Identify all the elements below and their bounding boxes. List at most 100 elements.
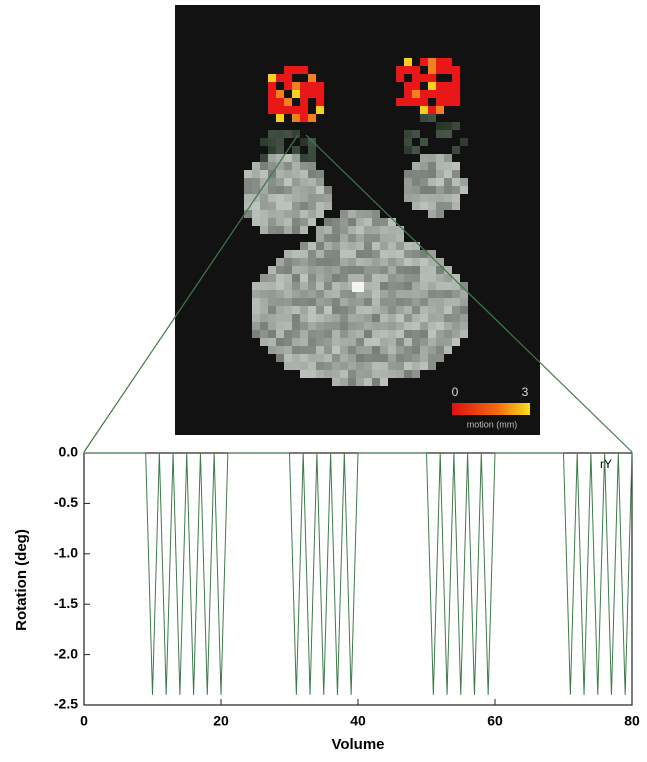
mri-pixel bbox=[444, 202, 452, 210]
mri-pixel bbox=[340, 362, 348, 370]
mri-pixel bbox=[412, 306, 420, 314]
mri-pixel bbox=[356, 330, 364, 338]
mri-pixel bbox=[388, 370, 396, 378]
x-tick-label: 80 bbox=[624, 713, 640, 729]
mri-pixel bbox=[316, 354, 324, 362]
mri-pixel bbox=[340, 266, 348, 274]
mri-pixel bbox=[372, 266, 380, 274]
mri-pixel bbox=[284, 106, 292, 114]
mri-pixel bbox=[284, 266, 292, 274]
mri-pixel bbox=[404, 282, 412, 290]
mri-pixel bbox=[404, 58, 412, 66]
mri-pixel bbox=[308, 282, 316, 290]
mri-pixel bbox=[308, 258, 316, 266]
mri-pixel bbox=[444, 58, 452, 66]
mri-pixel bbox=[316, 266, 324, 274]
mri-pixel bbox=[300, 282, 308, 290]
mri-pixel bbox=[412, 66, 420, 74]
mri-pixel bbox=[300, 186, 308, 194]
mri-pixel bbox=[252, 282, 260, 290]
mri-pixel bbox=[268, 138, 276, 146]
mri-pixel bbox=[428, 258, 436, 266]
mri-pixel bbox=[292, 346, 300, 354]
y-tick-label: -1.5 bbox=[54, 595, 78, 611]
mri-pixel bbox=[412, 346, 420, 354]
mri-pixel bbox=[364, 266, 372, 274]
mri-pixel bbox=[276, 218, 284, 226]
figure: 0 3 motion (mm) rY Volume Rotation (deg)… bbox=[0, 0, 647, 757]
mri-pixel bbox=[396, 274, 404, 282]
mri-pixel bbox=[284, 210, 292, 218]
mri-pixel bbox=[436, 330, 444, 338]
mri-pixel bbox=[300, 290, 308, 298]
mri-pixel bbox=[308, 354, 316, 362]
mri-pixel bbox=[332, 306, 340, 314]
mri-pixel bbox=[444, 170, 452, 178]
mri-pixel bbox=[356, 218, 364, 226]
mri-pixel bbox=[276, 314, 284, 322]
mri-pixel bbox=[316, 106, 324, 114]
mri-pixel bbox=[436, 90, 444, 98]
mri-pixel bbox=[412, 98, 420, 106]
mri-pixel bbox=[444, 330, 452, 338]
mri-pixel bbox=[260, 306, 268, 314]
mri-pixel bbox=[444, 130, 452, 138]
mri-pixel bbox=[412, 146, 420, 154]
mri-pixel bbox=[340, 210, 348, 218]
mri-pixel bbox=[276, 106, 284, 114]
mri-pixel bbox=[316, 290, 324, 298]
mri-pixel bbox=[316, 274, 324, 282]
mri-pixel bbox=[396, 98, 404, 106]
mri-pixel bbox=[268, 130, 276, 138]
mri-pixel bbox=[316, 250, 324, 258]
mri-pixel bbox=[252, 170, 260, 178]
mri-pixel bbox=[364, 250, 372, 258]
mri-pixel bbox=[364, 234, 372, 242]
mri-pixel bbox=[332, 282, 340, 290]
mri-pixel bbox=[340, 258, 348, 266]
mri-pixel bbox=[412, 370, 420, 378]
mri-pixel bbox=[452, 98, 460, 106]
mri-pixel bbox=[284, 218, 292, 226]
mri-pixel bbox=[436, 66, 444, 74]
mri-pixel bbox=[292, 90, 300, 98]
mri-pixel bbox=[260, 330, 268, 338]
mri-pixel bbox=[276, 290, 284, 298]
mri-pixel bbox=[356, 266, 364, 274]
mri-pixel bbox=[364, 322, 372, 330]
mri-pixel bbox=[380, 322, 388, 330]
mri-pixel bbox=[412, 90, 420, 98]
mri-pixel bbox=[292, 258, 300, 266]
mri-pixel bbox=[396, 330, 404, 338]
mri-pixel bbox=[364, 338, 372, 346]
mri-pixel bbox=[372, 306, 380, 314]
mri-pixel bbox=[252, 330, 260, 338]
mri-pixel bbox=[444, 194, 452, 202]
mri-pixel bbox=[300, 162, 308, 170]
mri-pixel bbox=[324, 226, 332, 234]
mri-pixel bbox=[276, 130, 284, 138]
mri-pixel bbox=[324, 274, 332, 282]
mri-pixel bbox=[380, 250, 388, 258]
mri-pixel bbox=[316, 194, 324, 202]
mri-pixel bbox=[340, 218, 348, 226]
mri-pixel bbox=[388, 306, 396, 314]
mri-pixel bbox=[332, 274, 340, 282]
mri-pixel bbox=[372, 242, 380, 250]
mri-pixel bbox=[436, 98, 444, 106]
mri-pixel bbox=[292, 130, 300, 138]
mri-pixel bbox=[420, 138, 428, 146]
mri-pixel bbox=[324, 250, 332, 258]
mri-pixel bbox=[420, 330, 428, 338]
page: 0 3 motion (mm) rY Volume Rotation (deg)… bbox=[0, 0, 647, 762]
mri-pixel bbox=[380, 314, 388, 322]
mri-pixel bbox=[372, 290, 380, 298]
x-tick-label: 40 bbox=[350, 713, 366, 729]
mri-pixel bbox=[420, 306, 428, 314]
mri-pixel bbox=[444, 66, 452, 74]
mri-pixel bbox=[292, 274, 300, 282]
mri-pixel bbox=[300, 106, 308, 114]
mri-pixel bbox=[356, 250, 364, 258]
mri-pixel bbox=[316, 210, 324, 218]
mri-pixel bbox=[324, 234, 332, 242]
